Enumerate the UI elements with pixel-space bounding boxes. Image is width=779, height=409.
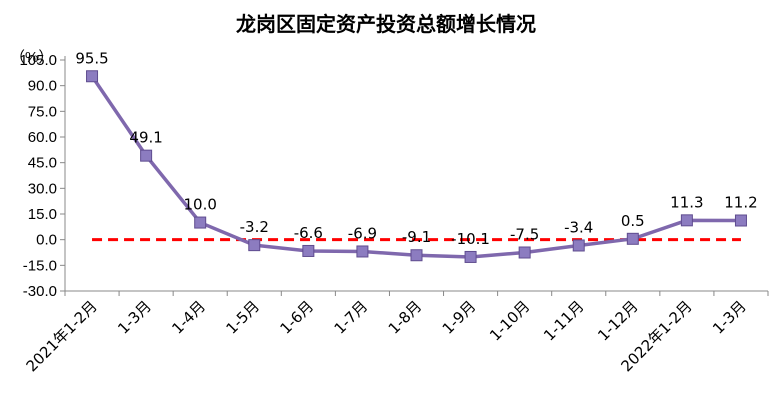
data-point-marker: [464, 250, 477, 263]
data-label: 11.3: [670, 193, 703, 211]
y-tick-label: -15.0: [23, 257, 57, 274]
y-tick-label: 0.0: [36, 232, 57, 249]
data-label: 10.0: [183, 196, 216, 214]
data-point-marker: [734, 214, 747, 227]
y-tick-label: 90.0: [28, 78, 57, 95]
data-label: -9.1: [402, 228, 431, 246]
data-label: -3.2: [240, 218, 269, 236]
y-tick-labels: 105.0 90.0 75.0 60.0 45.0 30.0 15.0 0.0 -15.0 -30…: [19, 52, 57, 300]
data-label: -6.9: [348, 224, 377, 242]
y-tick-label: 75.0: [28, 103, 57, 120]
data-point-marker: [626, 232, 639, 245]
x-tick-label: 1-3月: [709, 297, 750, 338]
x-tick-label: 2021年1-2月: [23, 297, 101, 375]
data-point-marker: [248, 239, 261, 252]
y-tick-label: 105.0: [19, 52, 57, 69]
data-point-marker: [140, 149, 153, 162]
chart-title: 龙岗区固定资产投资总额增长情况: [236, 12, 536, 36]
x-tick-label: 1-7月: [331, 297, 372, 338]
x-tick-labels: 2021年1-2月 1-3月 1-4月 1-5月 1-6月 1-7月 1-8月 1-9月 1-1…: [23, 297, 750, 375]
x-tick-label: 1-10月: [486, 297, 533, 344]
data-label: -6.6: [294, 224, 323, 242]
data-label: -7.5: [510, 226, 539, 244]
x-tick-label: 1-5月: [222, 297, 263, 338]
y-axis-unit: （%）: [10, 49, 53, 66]
y-tick-label: 30.0: [28, 180, 57, 197]
x-tick-label: 1-8月: [385, 297, 426, 338]
data-label: 49.1: [129, 129, 162, 147]
y-tick-label: 45.0: [28, 155, 57, 172]
data-label: 95.5: [75, 49, 108, 67]
x-tick-label: 1-11月: [540, 297, 587, 344]
data-label: 0.5: [621, 212, 645, 230]
x-tick-label: 1-12月: [594, 297, 641, 344]
data-label: 11.2: [724, 194, 757, 212]
x-tick-label: 1-9月: [439, 297, 480, 338]
data-point-marker: [518, 246, 531, 259]
axes: [60, 56, 769, 296]
data-label: -10.1: [451, 230, 490, 248]
data-labels: 95.5 49.1 10.0 -3.2 -6.6 -6.9 -9.1 -10.1 -7.5 -3.…: [75, 49, 757, 248]
x-tick-label: 1-4月: [168, 297, 209, 338]
data-point-marker: [356, 245, 369, 258]
x-tick-label: 1-6月: [277, 297, 318, 338]
data-label: -3.4: [564, 218, 593, 236]
markers: [86, 70, 747, 263]
data-point-marker: [86, 70, 99, 83]
y-tick-label: -30.0: [23, 283, 57, 300]
data-point-marker: [572, 239, 585, 252]
data-point-marker: [680, 214, 693, 227]
data-point-marker: [302, 244, 315, 257]
y-tick-label: 15.0: [28, 206, 57, 223]
y-tick-label: 60.0: [28, 129, 57, 146]
x-tick-label: 1-3月: [114, 297, 155, 338]
data-point-marker: [194, 216, 207, 229]
data-point-marker: [410, 249, 423, 262]
